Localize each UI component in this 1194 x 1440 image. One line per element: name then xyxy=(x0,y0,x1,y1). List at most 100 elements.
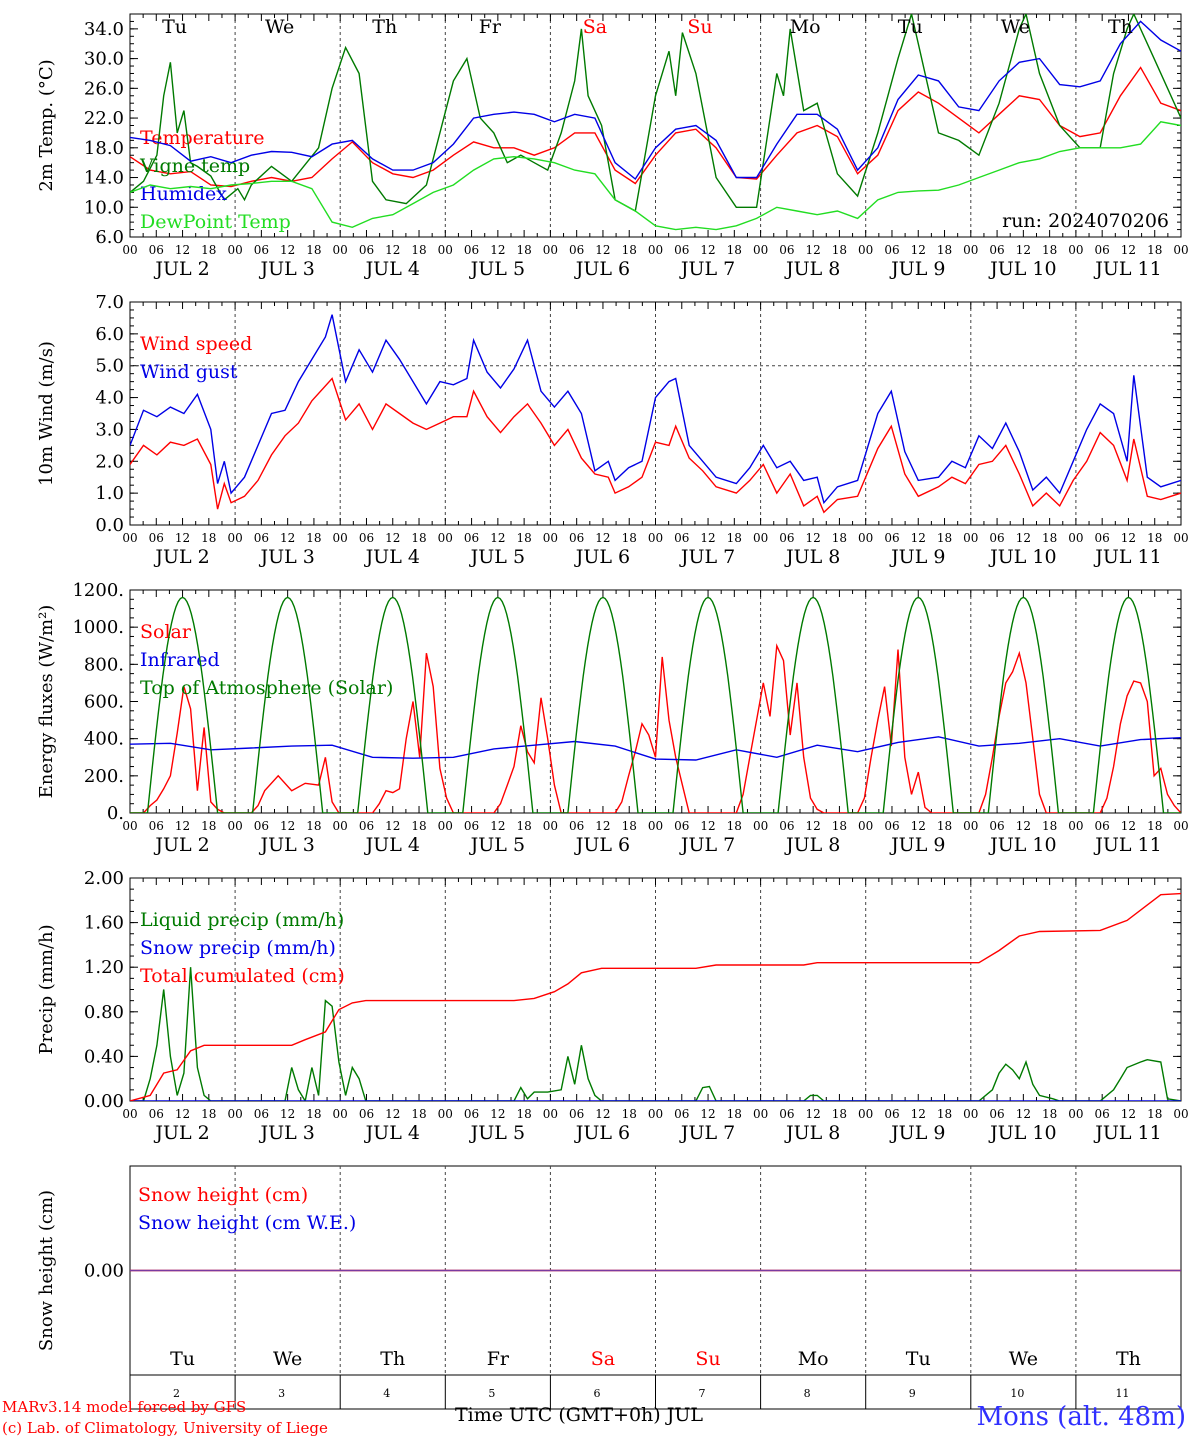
x-tick-label: 00 xyxy=(753,531,768,545)
day-label: JUL 11 xyxy=(1093,834,1161,856)
x-tick-label: 00 xyxy=(648,819,663,833)
x-tick-label: 00 xyxy=(753,243,768,257)
date-label: 4 xyxy=(383,1387,390,1400)
panel-1: 00 06 12 18 00 06 12 18 00 06 12 18 00 06 12 18 00 06 12 18… xyxy=(36,13,1189,280)
x-tick-label: 18 xyxy=(1147,531,1162,545)
y-tick-label: 0. xyxy=(107,803,124,824)
date-label: 6 xyxy=(593,1387,600,1400)
legend-entry: Humidex xyxy=(140,183,227,205)
x-tick-label: 12 xyxy=(595,243,610,257)
x-tick-label: 18 xyxy=(516,1107,531,1121)
day-label: JUL 7 xyxy=(679,546,735,568)
day-label: JUL 9 xyxy=(889,546,945,568)
x-tick-label: 18 xyxy=(937,243,952,257)
x-tick-label: 06 xyxy=(464,819,479,833)
x-tick-label: 12 xyxy=(490,243,505,257)
lab-credit: (c) Lab. of Climatology, University of L… xyxy=(2,1419,328,1437)
y-tick-label: 34.0 xyxy=(84,19,124,40)
x-tick-label: 12 xyxy=(175,1107,190,1121)
x-tick-label: 18 xyxy=(622,1107,637,1121)
y-tick-label: 1.60 xyxy=(84,913,124,934)
y-tick-label: 10.0 xyxy=(84,197,124,218)
weekday-label: Th xyxy=(1108,16,1133,38)
x-tick-label: 00 xyxy=(963,243,978,257)
series-line xyxy=(130,643,1181,813)
x-tick-label: 12 xyxy=(1121,819,1136,833)
x-tick-label: 00 xyxy=(963,531,978,545)
day-label: JUL 9 xyxy=(889,1122,945,1144)
x-tick-label: 12 xyxy=(700,243,715,257)
x-tick-label: 12 xyxy=(1121,243,1136,257)
series-line xyxy=(130,377,1181,514)
weekday-label: Tu xyxy=(906,1348,931,1370)
x-tick-label: 06 xyxy=(464,531,479,545)
weekday-label: We xyxy=(273,1348,302,1370)
x-tick-label: 00 xyxy=(1173,531,1188,545)
day-label: JUL 11 xyxy=(1093,546,1161,568)
x-tick-label: 00 xyxy=(543,243,558,257)
plot-frame xyxy=(129,301,1182,526)
legend-entry: Solar xyxy=(140,621,192,643)
x-tick-label: 12 xyxy=(280,243,295,257)
y-tick-label: 30.0 xyxy=(84,49,124,70)
day-label: JUL 6 xyxy=(574,834,630,856)
x-tick-label: 00 xyxy=(1068,243,1083,257)
day-label: JUL 5 xyxy=(469,546,525,568)
series-line xyxy=(130,892,1181,1101)
x-tick-label: 18 xyxy=(1147,819,1162,833)
weekday-label: Th xyxy=(372,16,397,38)
day-label: JUL 4 xyxy=(364,1122,420,1144)
day-label: JUL 3 xyxy=(258,1122,314,1144)
legend-entry: Wind gust xyxy=(140,361,238,383)
weekday-label: Fr xyxy=(487,1348,510,1370)
y-tick-label: 0.00 xyxy=(84,1091,124,1112)
day-label: JUL 6 xyxy=(574,258,630,280)
x-tick-label: 06 xyxy=(254,531,269,545)
weekday-label: We xyxy=(1001,16,1030,38)
day-label: JUL 4 xyxy=(364,546,420,568)
day-label: JUL 4 xyxy=(364,258,420,280)
x-tick-label: 18 xyxy=(937,1107,952,1121)
x-tick-label: 06 xyxy=(359,243,374,257)
x-tick-label: 12 xyxy=(385,1107,400,1121)
x-tick-label: 00 xyxy=(122,1107,137,1121)
legend-entry: Snow height (cm) xyxy=(138,1184,308,1206)
x-tick-label: 18 xyxy=(622,819,637,833)
day-label: JUL 2 xyxy=(153,546,209,568)
weekday-label: Th xyxy=(1116,1348,1141,1370)
day-label: JUL 3 xyxy=(258,834,314,856)
date-label: 9 xyxy=(909,1387,916,1400)
plot-frame xyxy=(129,13,1182,238)
x-tick-label: 12 xyxy=(911,819,926,833)
y-tick-label: 0.40 xyxy=(84,1046,124,1067)
x-tick-label: 12 xyxy=(700,819,715,833)
x-tick-label: 12 xyxy=(280,819,295,833)
y-tick-label: 600. xyxy=(84,692,124,713)
x-tick-label: 12 xyxy=(1121,531,1136,545)
x-tick-label: 18 xyxy=(411,243,426,257)
x-tick-label: 00 xyxy=(438,819,453,833)
x-tick-label: 18 xyxy=(727,243,742,257)
x-tick-label: 06 xyxy=(674,531,689,545)
y-axis-label: Precip (mm/h) xyxy=(36,924,57,1054)
series-line xyxy=(130,20,1181,181)
x-tick-label: 12 xyxy=(911,1107,926,1121)
x-tick-label: 00 xyxy=(858,1107,873,1121)
model-credit: MARv3.14 model forced by GFS xyxy=(2,1398,247,1416)
x-tick-label: 12 xyxy=(175,243,190,257)
x-tick-label: 18 xyxy=(832,243,847,257)
x-tick-label: 06 xyxy=(1095,1107,1110,1121)
x-tick-label: 06 xyxy=(674,819,689,833)
x-tick-label: 06 xyxy=(254,819,269,833)
weekday-label: Fr xyxy=(479,16,502,38)
day-label: JUL 10 xyxy=(988,258,1056,280)
panel-5: 0.00 Snow height (cm) Snow height (cm) Snow… xyxy=(36,1165,1182,1410)
date-label: 5 xyxy=(488,1387,495,1400)
x-tick-label: 06 xyxy=(464,243,479,257)
x-tick-label: 06 xyxy=(884,819,899,833)
x-tick-label: 18 xyxy=(306,819,321,833)
x-tick-label: 00 xyxy=(1173,243,1188,257)
x-tick-label: 00 xyxy=(333,531,348,545)
x-tick-label: 06 xyxy=(989,243,1004,257)
x-tick-label: 00 xyxy=(648,531,663,545)
